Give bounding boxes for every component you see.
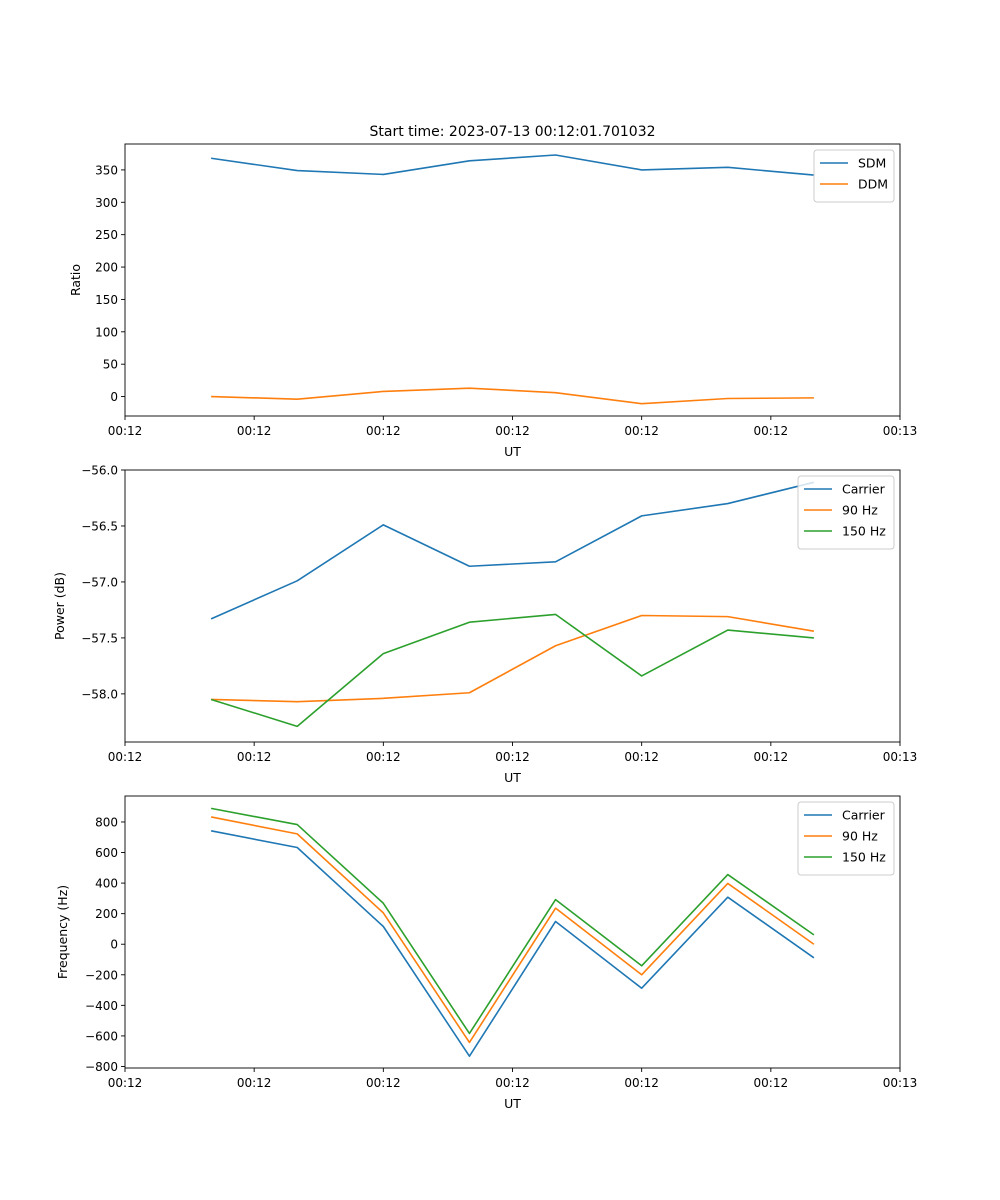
ratio-y-tick-label: 100 (95, 325, 118, 339)
frequency-legend-label: 150 Hz (842, 850, 886, 865)
frequency-y-tick-label: 200 (95, 907, 118, 921)
ratio-x-tick-label: 00:12 (108, 424, 143, 438)
ratio-x-axis-label: UT (504, 444, 521, 459)
power-legend-label: Carrier (842, 482, 886, 497)
ratio-y-tick-label: 0 (110, 390, 118, 404)
power-x-tick-label: 00:12 (754, 750, 789, 764)
ratio-x-tick-label: 00:12 (366, 424, 401, 438)
ratio-legend-label: DDM (858, 177, 888, 192)
power-x-tick-label: 00:13 (883, 750, 918, 764)
power-x-tick-label: 00:12 (237, 750, 272, 764)
ratio-x-tick-label: 00:12 (754, 424, 789, 438)
frequency-y-tick-label: 600 (95, 846, 118, 860)
power-y-tick-label: −57.5 (81, 631, 118, 645)
ratio-y-tick-label: 200 (95, 261, 118, 275)
power-x-tick-label: 00:12 (495, 750, 530, 764)
frequency-x-axis-label: UT (504, 1096, 521, 1111)
ratio-y-tick-label: 350 (95, 163, 118, 177)
ratio-y-tick-label: 300 (95, 196, 118, 210)
frequency-legend-label: 90 Hz (842, 829, 878, 844)
frequency-x-tick-label: 00:12 (754, 1076, 789, 1090)
frequency-x-tick-label: 00:12 (495, 1076, 530, 1090)
ratio-x-tick-label: 00:12 (495, 424, 530, 438)
power-legend-label: 90 Hz (842, 503, 878, 518)
power-y-tick-label: −56.5 (81, 519, 118, 533)
frequency-legend-label: Carrier (842, 808, 886, 823)
frequency-x-tick-label: 00:12 (237, 1076, 272, 1090)
frequency-y-tick-label: −400 (85, 999, 118, 1013)
power-y-tick-label: −56.0 (81, 464, 118, 478)
frequency-x-tick-label: 00:12 (624, 1076, 659, 1090)
ratio-y-tick-label: 50 (103, 358, 118, 372)
ratio-x-tick-label: 00:12 (237, 424, 272, 438)
chart-title: Start time: 2023-07-13 00:12:01.701032 (369, 124, 655, 140)
ratio-y-tick-label: 150 (95, 293, 118, 307)
frequency-x-tick-label: 00:12 (366, 1076, 401, 1090)
power-x-tick-label: 00:12 (624, 750, 659, 764)
frequency-y-tick-label: −600 (85, 1029, 118, 1043)
frequency-legend: Carrier 90 Hz 150 Hz (798, 802, 894, 875)
power-y-tick-label: −57.0 (81, 575, 118, 589)
power-y-tick-label: −58.0 (81, 687, 118, 701)
ratio-y-axis-label: Ratio (68, 264, 83, 296)
ratio-x-tick-label: 00:13 (883, 424, 918, 438)
ratio-legend: SDM DDM (814, 150, 894, 202)
ratio-x-tick-label: 00:12 (624, 424, 659, 438)
frequency-y-tick-label: 800 (95, 815, 118, 829)
power-x-axis-label: UT (504, 770, 521, 785)
power-y-axis-label: Power (dB) (52, 572, 67, 640)
ratio-y-tick-label: 250 (95, 228, 118, 242)
frequency-y-tick-label: 0 (110, 938, 118, 952)
figure: Start time: 2023-07-13 00:12:01.701032 0… (0, 0, 1000, 1200)
power-x-tick-label: 00:12 (366, 750, 401, 764)
frequency-y-axis-label: Frequency (Hz) (55, 885, 70, 979)
ratio-legend-label: SDM (858, 156, 886, 171)
power-x-tick-label: 00:12 (108, 750, 143, 764)
frequency-x-tick-label: 00:12 (108, 1076, 143, 1090)
frequency-x-tick-label: 00:13 (883, 1076, 918, 1090)
frequency-y-tick-label: 400 (95, 877, 118, 891)
power-legend: Carrier 90 Hz 150 Hz (798, 476, 894, 549)
frequency-y-tick-label: −200 (85, 968, 118, 982)
power-legend-label: 150 Hz (842, 524, 886, 539)
frequency-y-tick-label: −800 (85, 1060, 118, 1074)
